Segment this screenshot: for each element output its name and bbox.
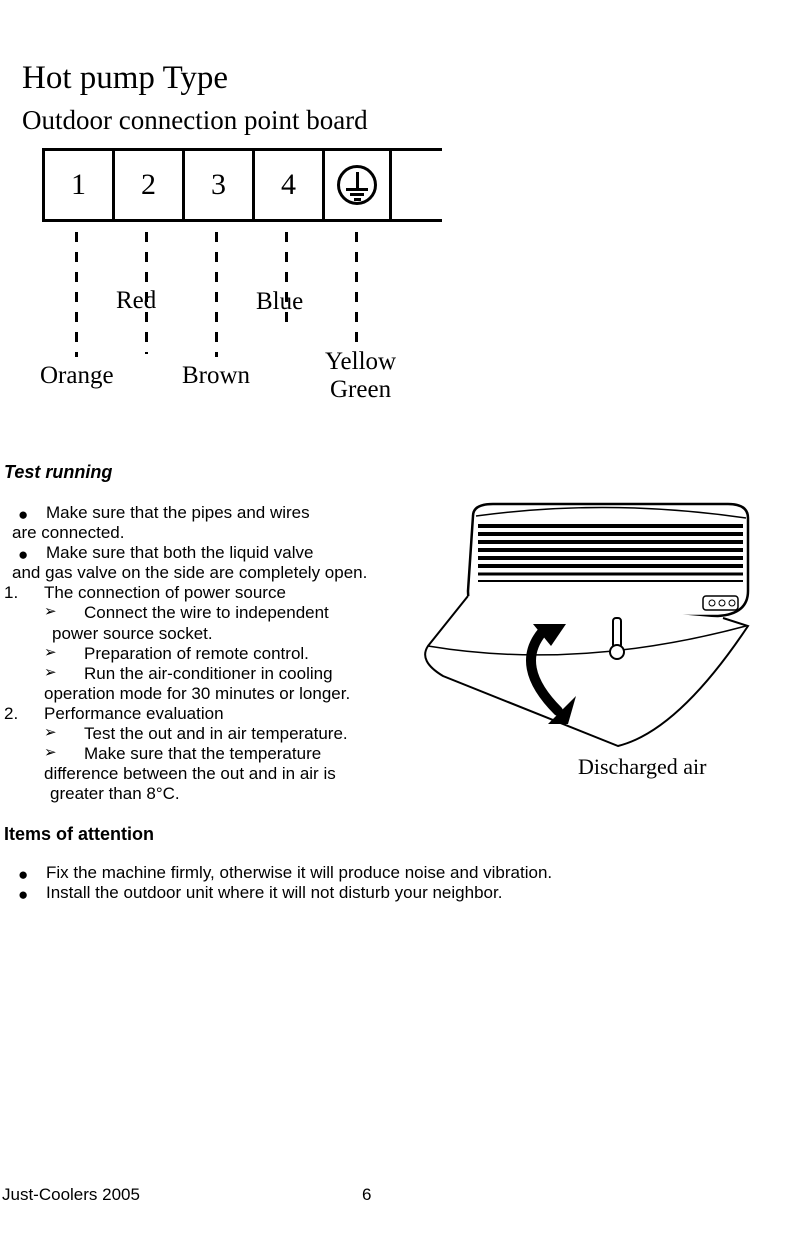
wire-label: Red xyxy=(116,287,156,315)
arrow-item: ➢ Connect the wire to independent xyxy=(4,603,764,623)
arrow-item: ➢ Preparation of remote control. xyxy=(4,644,764,664)
numbered-item: 2. Performance evaluation xyxy=(4,704,764,724)
bullet-cont: are connected. xyxy=(4,523,764,543)
arrow-icon: ➢ xyxy=(44,744,84,764)
arrow-item: ➢ Make sure that the temperature xyxy=(4,744,764,764)
bullet-item: ● Fix the machine firmly, otherwise it w… xyxy=(4,863,764,883)
bullet-item: ● Install the outdoor unit where it will… xyxy=(4,883,764,903)
bullet-text: Make sure that both the liquid valve xyxy=(46,543,313,563)
terminal-1: 1 xyxy=(42,151,112,219)
footer-left: Just-Coolers 2005 xyxy=(0,1185,140,1205)
arrow-icon: ➢ xyxy=(44,603,84,623)
wire-label: YellowGreen xyxy=(325,348,396,404)
terminal-block: 1 2 3 4 xyxy=(42,148,442,222)
arrow-cont: difference between the out and in air is xyxy=(4,764,764,784)
diagram-subtitle: Outdoor connection point board xyxy=(22,105,442,136)
arrow-icon: ➢ xyxy=(44,644,84,664)
arrow-icon: ➢ xyxy=(44,724,84,744)
bullet-text: Install the outdoor unit where it will n… xyxy=(46,883,502,903)
bullet-item: ● Make sure that both the liquid valve xyxy=(4,543,764,563)
arrow-cont: operation mode for 30 minutes or longer. xyxy=(4,684,764,704)
arrow-text: Preparation of remote control. xyxy=(84,644,309,664)
bullet-item: ● Make sure that the pipes and wires xyxy=(4,503,764,523)
arrow-item: ➢ Test the out and in air temperature. xyxy=(4,724,764,744)
wire-label: Brown xyxy=(182,362,250,390)
page-footer: Just-Coolers 2005 6 xyxy=(0,1185,792,1205)
terminal-3: 3 xyxy=(182,151,252,219)
footer-page-number: 6 xyxy=(362,1185,371,1205)
wire-dash xyxy=(215,232,218,357)
arrow-text: Make sure that the temperature xyxy=(84,744,321,764)
bullet-icon: ● xyxy=(4,863,46,883)
content-block: Test running ● Make sure that the pipes … xyxy=(4,462,764,903)
bullet-icon: ● xyxy=(4,503,46,523)
bullet-cont: and gas valve on the side are completely… xyxy=(4,563,764,583)
numbered-item: 1. The connection of power source xyxy=(4,583,764,603)
wire-label: Orange xyxy=(40,362,114,390)
terminal-4: 4 xyxy=(252,151,322,219)
num-marker: 2. xyxy=(4,704,44,724)
arrow-text: Test the out and in air temperature. xyxy=(84,724,348,744)
terminal-2: 2 xyxy=(112,151,182,219)
arrow-cont: power source socket. xyxy=(4,624,764,644)
wire-dash xyxy=(355,232,358,345)
bullet-text: Fix the machine firmly, otherwise it wil… xyxy=(46,863,552,883)
wire-area: Orange Red Brown Blue YellowGreen xyxy=(42,222,442,402)
bullet-text: Make sure that the pipes and wires xyxy=(46,503,310,523)
ground-icon xyxy=(337,165,377,205)
wire-dash xyxy=(75,232,78,357)
document-page: Hot pump Type Outdoor connection point b… xyxy=(0,0,792,1235)
arrow-icon: ➢ xyxy=(44,664,84,684)
bullet-icon: ● xyxy=(4,883,46,903)
num-text: Performance evaluation xyxy=(44,704,224,724)
test-running-heading: Test running xyxy=(4,462,764,483)
bullet-icon: ● xyxy=(4,543,46,563)
diagram-title: Hot pump Type xyxy=(22,60,442,97)
items-attention-heading: Items of attention xyxy=(4,824,764,845)
arrow-item: ➢ Run the air-conditioner in cooling xyxy=(4,664,764,684)
wire-label: Blue xyxy=(256,288,303,316)
arrow-text: Connect the wire to independent xyxy=(84,603,329,623)
num-text: The connection of power source xyxy=(44,583,286,603)
connection-diagram: Hot pump Type Outdoor connection point b… xyxy=(22,60,442,440)
terminal-ground xyxy=(322,151,392,219)
arrow-text: Run the air-conditioner in cooling xyxy=(84,664,333,684)
arrow-cont: greater than 8°C. xyxy=(4,784,764,804)
num-marker: 1. xyxy=(4,583,44,603)
